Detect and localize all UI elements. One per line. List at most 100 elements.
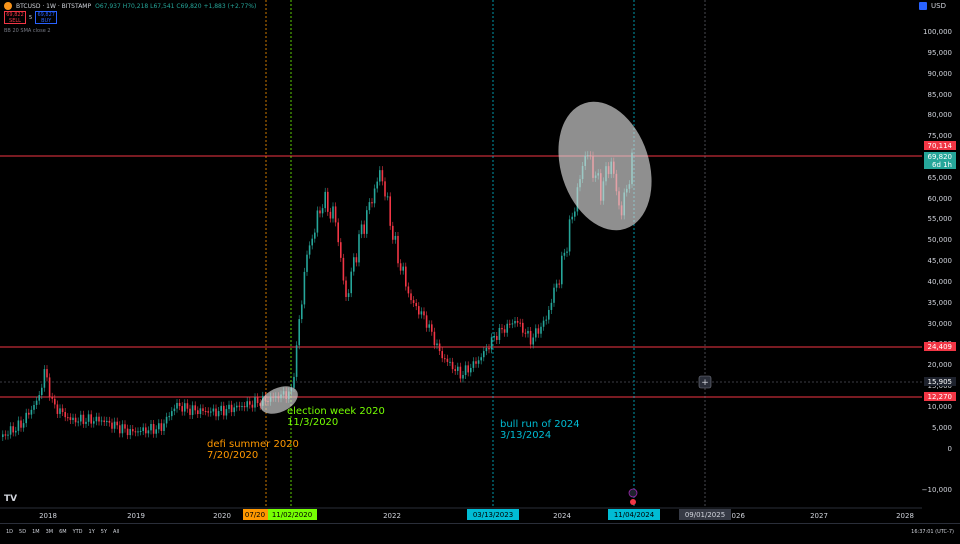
candle-body: [506, 323, 508, 333]
candle-body: [163, 423, 165, 431]
range-button[interactable]: 5Y: [100, 529, 108, 535]
range-button[interactable]: YTD: [72, 529, 83, 535]
candle-body: [420, 311, 423, 315]
sell-button[interactable]: 69,822 SELL: [4, 11, 26, 24]
candle-body: [308, 245, 311, 255]
annotation-election-date[interactable]: 11/3/2020: [287, 417, 338, 428]
candle-body: [59, 408, 61, 414]
candle-body: [366, 210, 368, 234]
currency-icon: [919, 2, 928, 10]
candle-body: [381, 170, 384, 182]
candle-body: [38, 395, 40, 401]
range-button[interactable]: 1D: [6, 529, 14, 535]
candle-body: [64, 412, 66, 418]
candle-body: [12, 426, 14, 433]
candle-body: [436, 343, 438, 346]
candle-body: [496, 336, 498, 340]
price-tag-label: 69,820: [928, 153, 953, 161]
candle-body: [464, 365, 467, 376]
candle-body: [535, 328, 537, 338]
annotation-election-week[interactable]: election week 2020: [287, 406, 385, 417]
candle-body: [446, 358, 449, 362]
candle-body: [199, 408, 202, 415]
currency-selector[interactable]: USD: [919, 2, 946, 10]
candle-body: [145, 427, 147, 434]
price-tick-label: 55,000: [928, 215, 953, 223]
candle-body: [41, 387, 43, 396]
annotation-defi-date[interactable]: 7/20/2020: [207, 450, 258, 461]
range-button[interactable]: 6M: [59, 529, 67, 535]
candle-body: [563, 252, 566, 256]
range-button[interactable]: All: [113, 529, 120, 535]
candle-body: [316, 210, 319, 233]
symbol-title[interactable]: BTCUSD · 1W · BITSTAMP: [16, 2, 92, 10]
candle-body: [451, 361, 454, 370]
candle-body: [173, 408, 176, 412]
candle-body: [498, 327, 501, 340]
candle-body: [20, 420, 22, 428]
candle-body: [540, 326, 542, 334]
range-button[interactable]: 1M: [32, 529, 40, 535]
event-marker-icon[interactable]: [628, 488, 638, 498]
indicator-legend[interactable]: BB 20 SMA close 2: [4, 28, 51, 34]
date-tag-2024: 11/04/2024: [614, 511, 655, 519]
time-axis[interactable]: 2018 2019 2020 2022 2024 2026 2027 2028 …: [39, 509, 914, 520]
candle-body: [152, 424, 155, 434]
year-label: 2024: [553, 512, 571, 520]
candle-body: [485, 347, 488, 352]
date-tag-election: 11/02/2020: [272, 511, 312, 519]
buy-label: BUY: [41, 18, 52, 24]
highlight-ellipse-2024[interactable]: [543, 90, 667, 243]
spread-value: 5: [29, 14, 33, 21]
candle-body: [490, 337, 493, 350]
symbol-header[interactable]: BTCUSD · 1W · BITSTAMP O67,937 H70,218 L…: [4, 2, 256, 10]
candle-body: [82, 414, 85, 424]
annotation-bull-run-date[interactable]: 3/13/2024: [500, 430, 551, 441]
candle-body: [56, 404, 59, 414]
candle-body: [207, 411, 209, 413]
candle-body: [353, 257, 355, 272]
candle-body: [54, 398, 56, 405]
candle-body: [574, 211, 576, 217]
buy-button[interactable]: 69,827 BUY: [35, 11, 58, 24]
year-label: 2018: [39, 512, 57, 520]
news-marker-icon[interactable]: [630, 499, 636, 505]
candle-body: [298, 319, 300, 346]
year-label: 2028: [896, 512, 914, 520]
date-tag-bg: [679, 509, 731, 520]
candle-body: [397, 235, 399, 264]
candle-body: [384, 181, 386, 197]
clock[interactable]: 16:37:01 (UTC-7): [911, 529, 954, 535]
candle-body: [340, 242, 342, 258]
tradingview-logo[interactable]: TV: [4, 494, 18, 504]
candle-body: [561, 255, 563, 285]
candle-body: [350, 271, 352, 294]
candle-body: [545, 319, 547, 321]
add-alert-button[interactable]: [698, 375, 712, 389]
candle-body: [230, 404, 233, 413]
price-axis[interactable]: 100,000 95,000 90,000 85,000 80,000 75,000 70,…: [922, 28, 952, 494]
date-tag-bg: [268, 509, 317, 520]
candle-body: [532, 337, 534, 345]
candle-body: [233, 407, 235, 413]
range-button[interactable]: 1Y: [88, 529, 95, 535]
candle-body: [98, 416, 100, 422]
range-button[interactable]: 5D: [19, 529, 27, 535]
annotation-bull-run[interactable]: bull run of 2024: [500, 419, 580, 430]
candle-body: [306, 254, 308, 272]
price-tag-bg: [924, 141, 956, 150]
candle-body: [176, 402, 178, 409]
candle-body: [90, 414, 92, 424]
highlight-ellipse-2020[interactable]: [256, 381, 302, 420]
candle-body: [147, 430, 150, 434]
candle-body: [314, 232, 316, 239]
candle-body: [379, 170, 381, 182]
annotation-defi-summer[interactable]: defi summer 2020: [207, 439, 299, 450]
candle-body: [186, 403, 189, 409]
candle-body: [332, 206, 334, 219]
candle-body: [407, 286, 410, 294]
candle-body: [210, 411, 212, 413]
range-button[interactable]: 3M: [45, 529, 54, 535]
